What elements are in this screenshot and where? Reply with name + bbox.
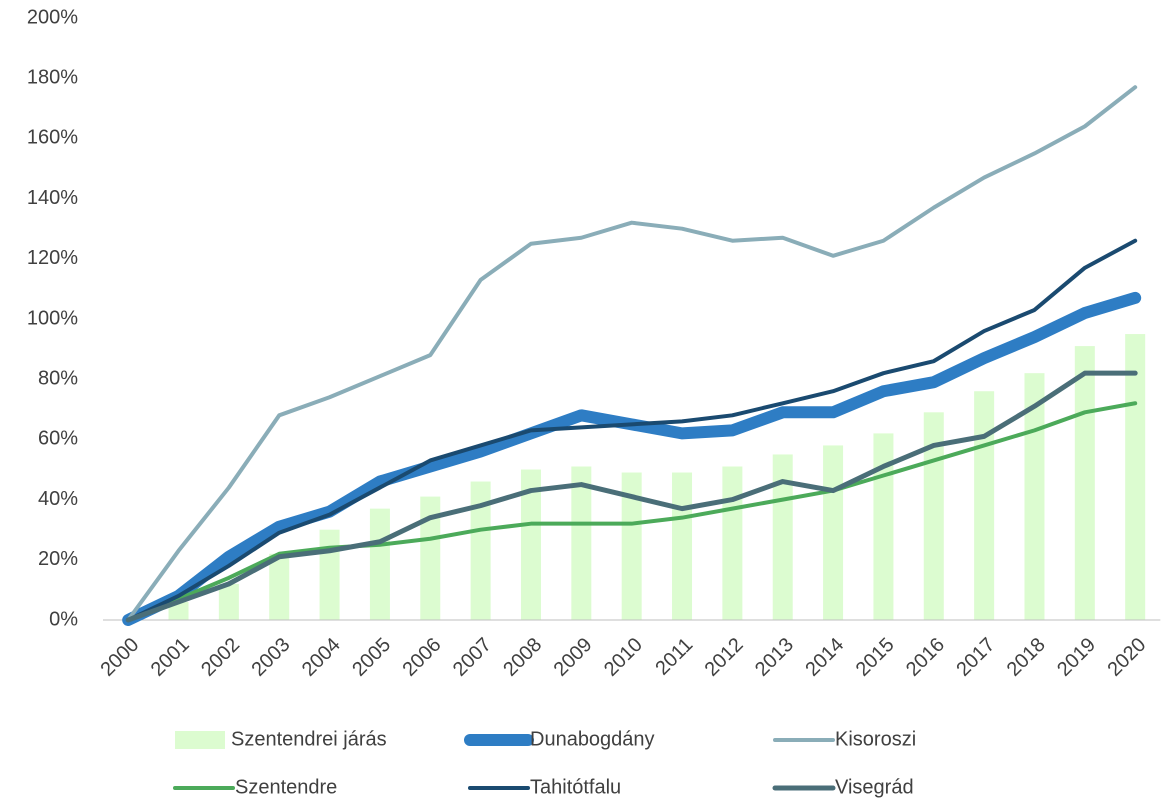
- bar: [319, 529, 340, 620]
- x-tick-label: 2010: [600, 634, 647, 681]
- legend-label: Dunabogdány: [530, 728, 655, 750]
- x-tick-label: 2013: [751, 634, 798, 681]
- x-tick-label: 2019: [1053, 634, 1100, 681]
- bar: [1024, 373, 1045, 620]
- y-tick-label: 40%: [38, 488, 78, 510]
- legend-label: Szentendrei járás: [231, 728, 387, 750]
- x-tick-label: 2002: [197, 634, 244, 681]
- bar: [470, 481, 491, 620]
- bar: [520, 469, 541, 620]
- x-tick-label: 2012: [701, 634, 748, 681]
- line: [125, 370, 1138, 623]
- bar: [218, 583, 239, 620]
- x-tick-label: 2006: [399, 634, 446, 681]
- x-tick-label: 2001: [147, 634, 194, 681]
- legend-label: Kisoroszi: [835, 728, 916, 750]
- bar: [621, 472, 642, 620]
- y-tick-label: 180%: [27, 66, 78, 88]
- y-tick-label: 0%: [49, 608, 78, 630]
- y-tick-label: 160%: [27, 127, 78, 149]
- x-tick-label: 2014: [801, 634, 848, 681]
- bar: [369, 508, 390, 620]
- x-tick-label: 2007: [449, 634, 496, 681]
- x-tick-label: 2020: [1103, 634, 1150, 681]
- bar: [269, 553, 290, 620]
- x-tick-label: 2008: [499, 634, 546, 681]
- x-tick-label: 2015: [852, 634, 899, 681]
- bar: [168, 601, 189, 620]
- x-tick-label: 2018: [1003, 634, 1050, 681]
- line: [126, 85, 1138, 622]
- y-tick-label: 60%: [38, 428, 78, 450]
- y-tick-label: 140%: [27, 187, 78, 209]
- bar: [571, 466, 592, 620]
- legend-label: Visegrád: [835, 776, 914, 798]
- bar: [772, 454, 793, 620]
- legend-label: Szentendre: [235, 776, 337, 798]
- bar: [1125, 334, 1146, 620]
- bar: [1074, 346, 1095, 620]
- bar: [923, 412, 944, 620]
- x-tick-label: 2017: [952, 634, 999, 681]
- y-tick-label: 200%: [27, 6, 78, 28]
- line: [126, 238, 1138, 622]
- x-tick-label: 2000: [96, 634, 143, 681]
- bar: [823, 445, 844, 620]
- y-tick-label: 120%: [27, 247, 78, 269]
- x-tick-label: 2005: [348, 634, 395, 681]
- legend-swatch: [175, 731, 225, 749]
- bar: [722, 466, 743, 620]
- y-tick-label: 20%: [38, 548, 78, 570]
- y-tick-label: 80%: [38, 367, 78, 389]
- x-tick-label: 2003: [247, 634, 294, 681]
- bar: [420, 496, 441, 620]
- x-tick-label: 2016: [902, 634, 949, 681]
- bar: [873, 433, 894, 620]
- x-tick-label: 2004: [298, 634, 345, 681]
- legend-label: Tahitótfalu: [530, 776, 621, 798]
- y-tick-label: 100%: [27, 307, 78, 329]
- bar: [974, 391, 995, 620]
- line: [126, 401, 1138, 622]
- x-tick-label: 2011: [651, 634, 697, 680]
- bar: [672, 472, 693, 620]
- x-tick-label: 2009: [550, 634, 597, 681]
